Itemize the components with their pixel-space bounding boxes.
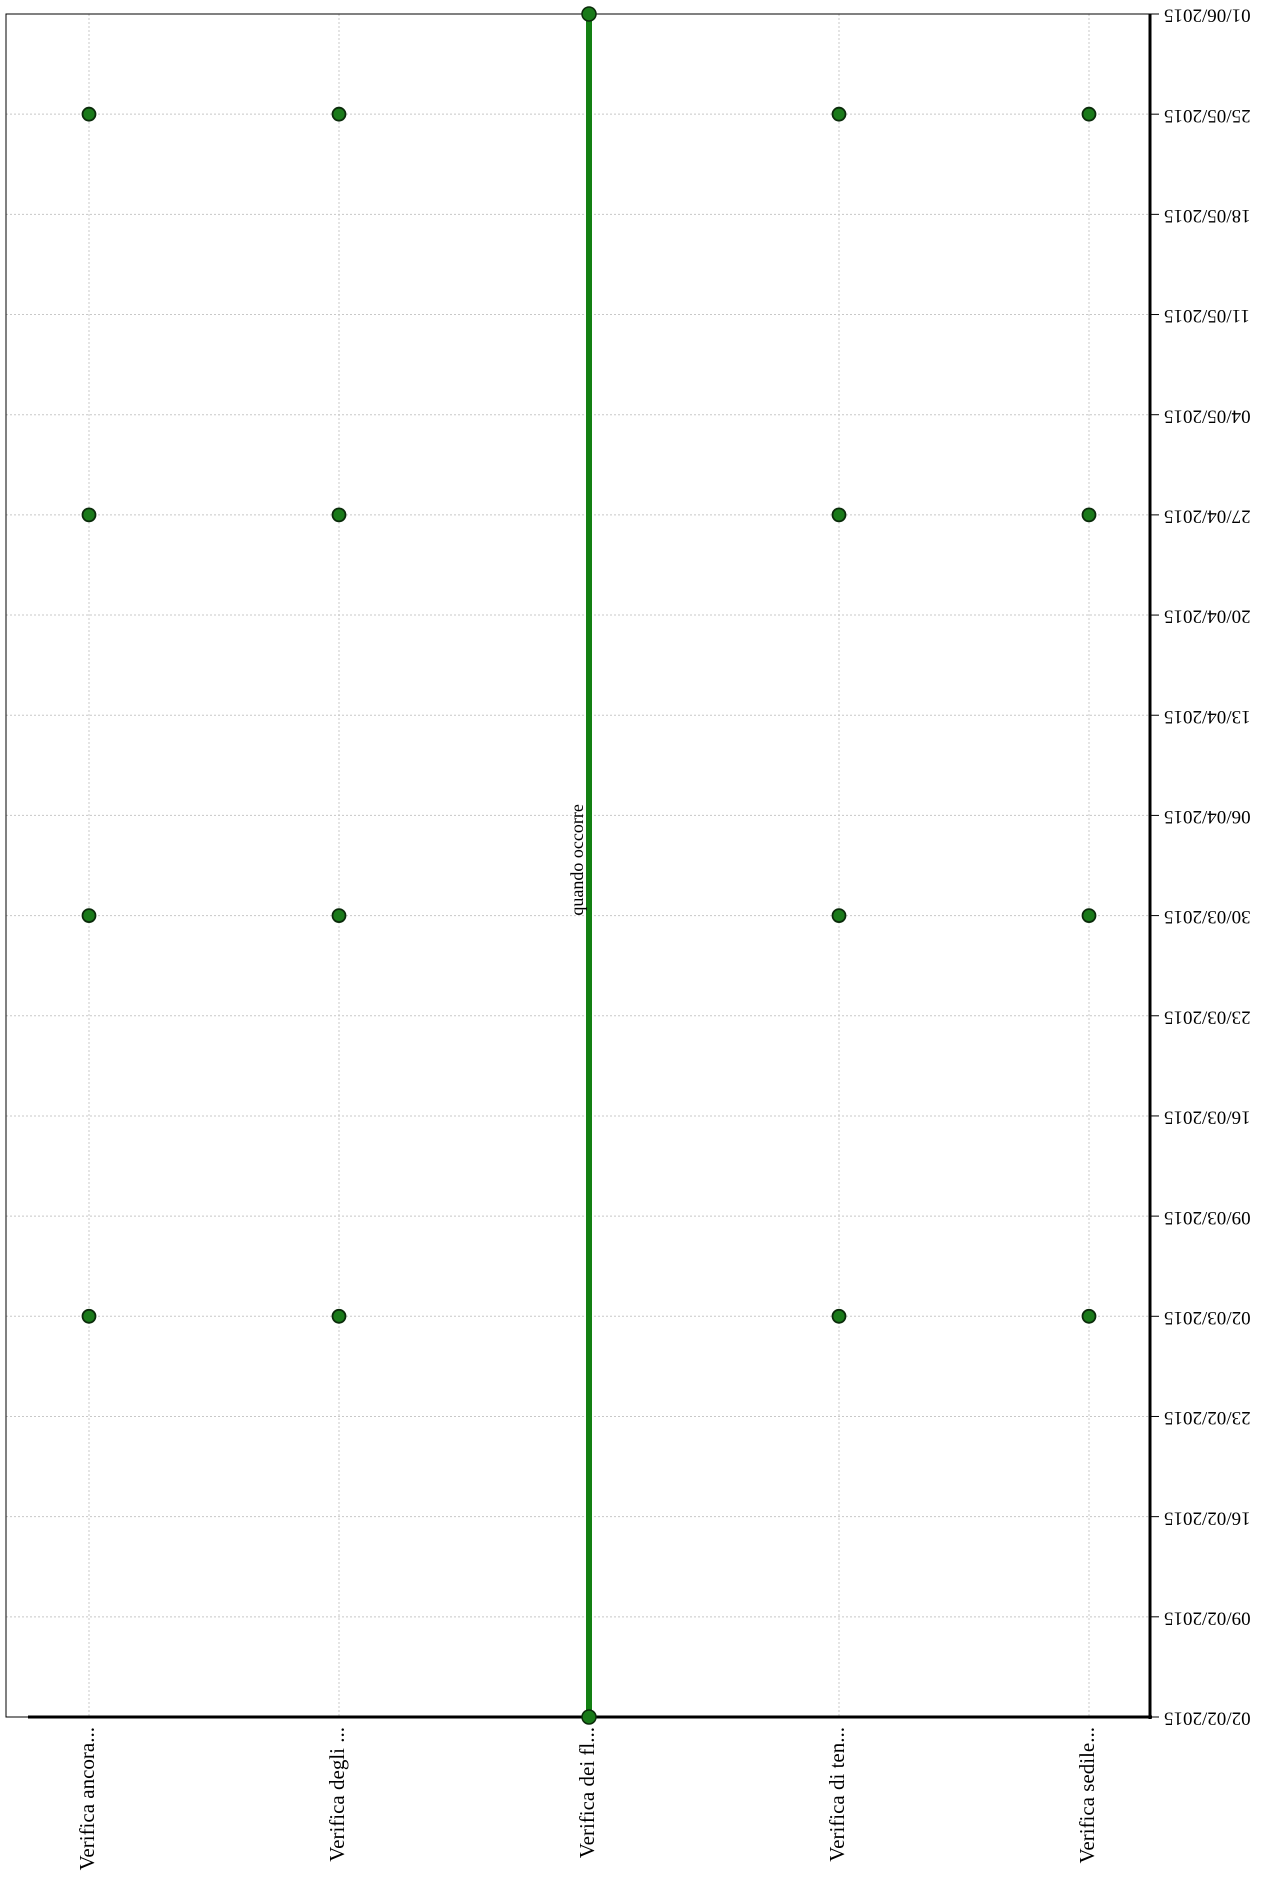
date-tick-label-3: 23/02/2015 xyxy=(1164,1407,1251,1428)
data-point-1-3 xyxy=(331,106,347,122)
data-point-0-1 xyxy=(81,908,97,923)
span-end-point-2 xyxy=(581,6,597,22)
date-tick-label-6: 16/03/2015 xyxy=(1164,1107,1251,1128)
data-point-3-1 xyxy=(831,908,847,923)
data-point-0-0 xyxy=(81,1308,97,1324)
data-point-3-0 xyxy=(831,1308,847,1324)
data-point-1-1 xyxy=(331,908,347,923)
data-point-1-2 xyxy=(331,507,347,523)
date-tick-label-16: 25/05/2015 xyxy=(1164,105,1251,126)
data-point-0-2 xyxy=(81,507,97,523)
category-label-1: Verifica degli ... xyxy=(325,1727,349,1862)
data-point-3-2 xyxy=(831,507,847,523)
date-tick-label-2: 16/02/2015 xyxy=(1164,1507,1251,1528)
data-point-4-2 xyxy=(1081,507,1097,523)
category-label-3: Verifica di ten... xyxy=(825,1727,849,1862)
date-tick-label-1: 09/02/2015 xyxy=(1164,1607,1251,1628)
data-point-4-1 xyxy=(1081,908,1097,923)
span-start-point-2 xyxy=(581,1709,597,1725)
date-tick-label-15: 18/05/2015 xyxy=(1164,205,1251,226)
date-tick-label-14: 11/05/2015 xyxy=(1164,305,1250,326)
span-annotation-2: quando occorre xyxy=(567,804,587,915)
date-tick-label-4: 02/03/2015 xyxy=(1164,1307,1251,1328)
date-tick-label-7: 23/03/2015 xyxy=(1164,1006,1251,1027)
date-tick-label-12: 27/04/2015 xyxy=(1164,506,1251,527)
category-label-0: Verifica ancora... xyxy=(75,1727,99,1870)
data-point-1-0 xyxy=(331,1308,347,1324)
date-tick-label-13: 04/05/2015 xyxy=(1164,405,1251,426)
marks-layer xyxy=(81,6,1097,1725)
data-point-0-3 xyxy=(81,106,97,122)
date-tick-label-5: 09/03/2015 xyxy=(1164,1207,1251,1228)
category-label-4: Verifica sedile... xyxy=(1075,1727,1099,1863)
data-point-4-3 xyxy=(1081,106,1097,122)
date-tick-label-8: 30/03/2015 xyxy=(1164,906,1251,927)
date-tick-label-11: 20/04/2015 xyxy=(1164,606,1251,627)
label-layer: 02/02/2015 09/02/2015 16/02/2015 23/02/2015… xyxy=(75,5,1251,1871)
data-point-3-3 xyxy=(831,106,847,122)
date-tick-label-0: 02/02/2015 xyxy=(1164,1708,1251,1729)
grid-layer xyxy=(6,13,1150,1718)
date-tick-label-10: 13/04/2015 xyxy=(1164,706,1251,727)
data-point-4-0 xyxy=(1081,1308,1097,1324)
date-tick-label-17: 01/06/2015 xyxy=(1164,5,1251,26)
category-label-2: Verifica dei fl... xyxy=(575,1727,599,1858)
date-tick-label-9: 06/04/2015 xyxy=(1164,806,1251,827)
